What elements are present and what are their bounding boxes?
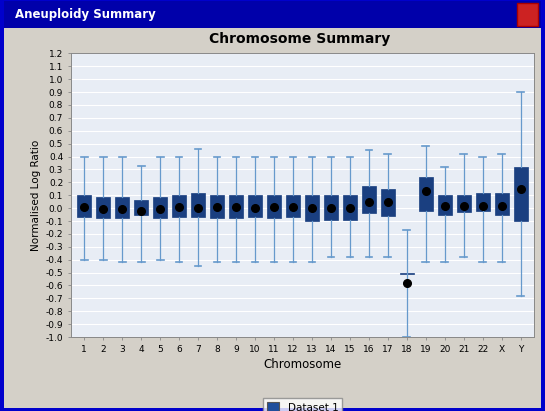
PathPatch shape [153, 196, 167, 218]
PathPatch shape [495, 193, 508, 215]
PathPatch shape [381, 189, 395, 216]
X-axis label: Chromosome: Chromosome [263, 358, 342, 371]
PathPatch shape [229, 195, 243, 218]
Y-axis label: Normalised Log Ratio: Normalised Log Ratio [32, 140, 41, 251]
PathPatch shape [324, 195, 338, 220]
PathPatch shape [267, 195, 281, 218]
PathPatch shape [362, 186, 376, 213]
PathPatch shape [134, 201, 148, 215]
PathPatch shape [210, 195, 224, 218]
PathPatch shape [116, 196, 129, 218]
PathPatch shape [419, 177, 433, 211]
Text: X: X [524, 9, 531, 19]
PathPatch shape [248, 195, 262, 217]
Legend: Dataset 1: Dataset 1 [263, 398, 342, 411]
FancyBboxPatch shape [517, 3, 538, 26]
PathPatch shape [400, 272, 414, 274]
PathPatch shape [191, 193, 205, 217]
PathPatch shape [438, 195, 452, 215]
PathPatch shape [457, 195, 471, 212]
PathPatch shape [514, 167, 528, 221]
PathPatch shape [305, 195, 319, 221]
PathPatch shape [77, 195, 91, 217]
Text: Aneuploidy Summary: Aneuploidy Summary [15, 8, 155, 21]
PathPatch shape [343, 195, 357, 220]
PathPatch shape [172, 195, 186, 217]
PathPatch shape [286, 195, 300, 217]
PathPatch shape [96, 196, 110, 218]
Text: Chromosome Summary: Chromosome Summary [209, 32, 390, 46]
PathPatch shape [476, 193, 489, 211]
